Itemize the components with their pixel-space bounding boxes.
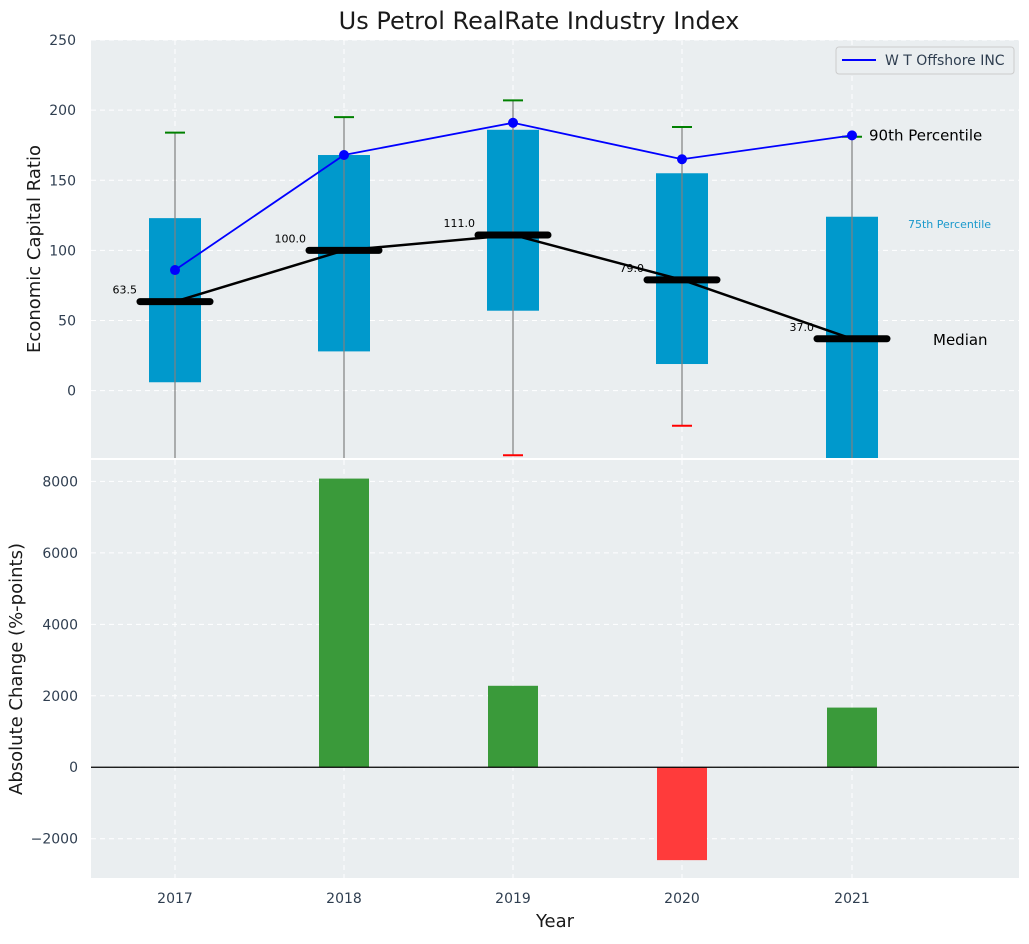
median-value-label: 79.0 — [620, 262, 645, 275]
bottom-y-tick-label: 6000 — [42, 546, 78, 562]
top-y-tick-label: 50 — [58, 314, 76, 330]
median-value-label: 111.0 — [444, 217, 476, 230]
top-y-tick-label: 250 — [49, 33, 76, 49]
chart-title: Us Petrol RealRate Industry Index — [339, 7, 740, 35]
p75-annotation: 75th Percentile — [908, 218, 991, 231]
company-point — [508, 117, 518, 128]
company-point — [170, 265, 180, 276]
bottom-y-tick-label: −2000 — [31, 832, 78, 848]
bottom-y-tick-label: 4000 — [42, 617, 78, 633]
top-plot-area — [91, 40, 1019, 458]
median-value-label: 63.5 — [113, 284, 138, 297]
top-y-axis-label: Economic Capital Ratio — [24, 145, 45, 353]
x-axis-label: Year — [535, 911, 575, 932]
company-point — [847, 130, 857, 141]
top-y-tick-label: 0 — [67, 384, 76, 400]
bottom-y-tick-label: 0 — [69, 760, 78, 776]
top-y-tick-label: 100 — [49, 243, 76, 259]
top-y-tick-label: 150 — [49, 173, 76, 189]
median-annotation: Median — [933, 331, 988, 349]
median-value-label: 37.0 — [790, 321, 815, 334]
x-tick-label: 2020 — [664, 891, 700, 907]
x-tick-label: 2021 — [834, 891, 870, 907]
bottom-plot-area — [91, 460, 1019, 878]
company-point — [339, 150, 349, 161]
bottom-y-tick-label: 2000 — [42, 689, 78, 705]
median-value-label: 100.0 — [275, 232, 307, 245]
change-bar — [657, 767, 707, 861]
x-tick-label: 2017 — [157, 891, 193, 907]
p90-annotation: 90th Percentile — [869, 126, 982, 144]
bottom-y-tick-label: 8000 — [42, 474, 78, 490]
legend-label: W T Offshore INC — [885, 53, 1005, 69]
x-tick-label: 2019 — [495, 891, 531, 907]
change-bar — [488, 685, 538, 768]
legend-box — [835, 46, 1015, 75]
top-y-tick-label: 200 — [49, 103, 76, 119]
change-bar — [827, 707, 877, 768]
x-tick-label: 2018 — [326, 891, 362, 907]
company-point — [677, 154, 687, 165]
change-bar — [319, 478, 369, 768]
bottom-y-axis-label: Absolute Change (%-points) — [6, 543, 27, 795]
